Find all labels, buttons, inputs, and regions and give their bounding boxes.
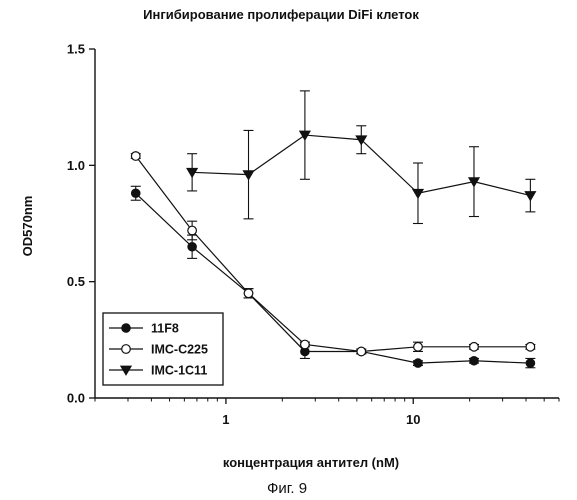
figure-caption: Фиг. 9 (267, 480, 307, 497)
data-point (243, 171, 253, 180)
legend-marker (122, 345, 131, 354)
legend-label: IMC-C225 (151, 343, 208, 357)
y-tick-label: 0.5 (67, 274, 85, 289)
data-point (470, 356, 479, 365)
y-tick-label: 1.5 (67, 42, 85, 57)
y-tick-label: 0.0 (67, 391, 85, 406)
data-point (188, 242, 197, 251)
legend-label: IMC-1C11 (151, 364, 207, 378)
legend: 11F8 IMC-C225 IMC-1C11 (103, 313, 223, 385)
data-point (525, 192, 535, 201)
data-point (414, 359, 423, 368)
x-tick-label: 1 (222, 412, 229, 427)
data-point (188, 226, 197, 235)
x-axis-title: концентрация антител (nM) (223, 455, 399, 470)
data-point (526, 343, 535, 352)
data-point (131, 189, 140, 198)
data-point (413, 189, 423, 198)
data-point (470, 343, 479, 352)
y-axis-title: OD570nm (20, 196, 35, 257)
y-tick-label: 1.0 (67, 158, 85, 173)
data-point (131, 152, 140, 161)
data-point (244, 289, 253, 298)
data-point (414, 343, 423, 352)
data-point (357, 347, 366, 356)
data-point (301, 340, 310, 349)
x-tick-label: 10 (406, 412, 420, 427)
legend-label: 11F8 (151, 322, 179, 336)
chart-title: Ингибирование пролиферации DiFi клеток (143, 7, 419, 22)
legend-marker (122, 324, 131, 333)
data-point (526, 359, 535, 368)
